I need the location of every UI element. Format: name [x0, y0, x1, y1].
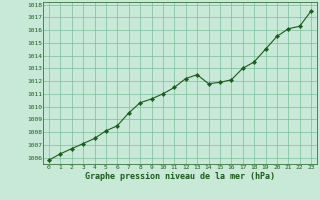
- X-axis label: Graphe pression niveau de la mer (hPa): Graphe pression niveau de la mer (hPa): [85, 172, 275, 181]
